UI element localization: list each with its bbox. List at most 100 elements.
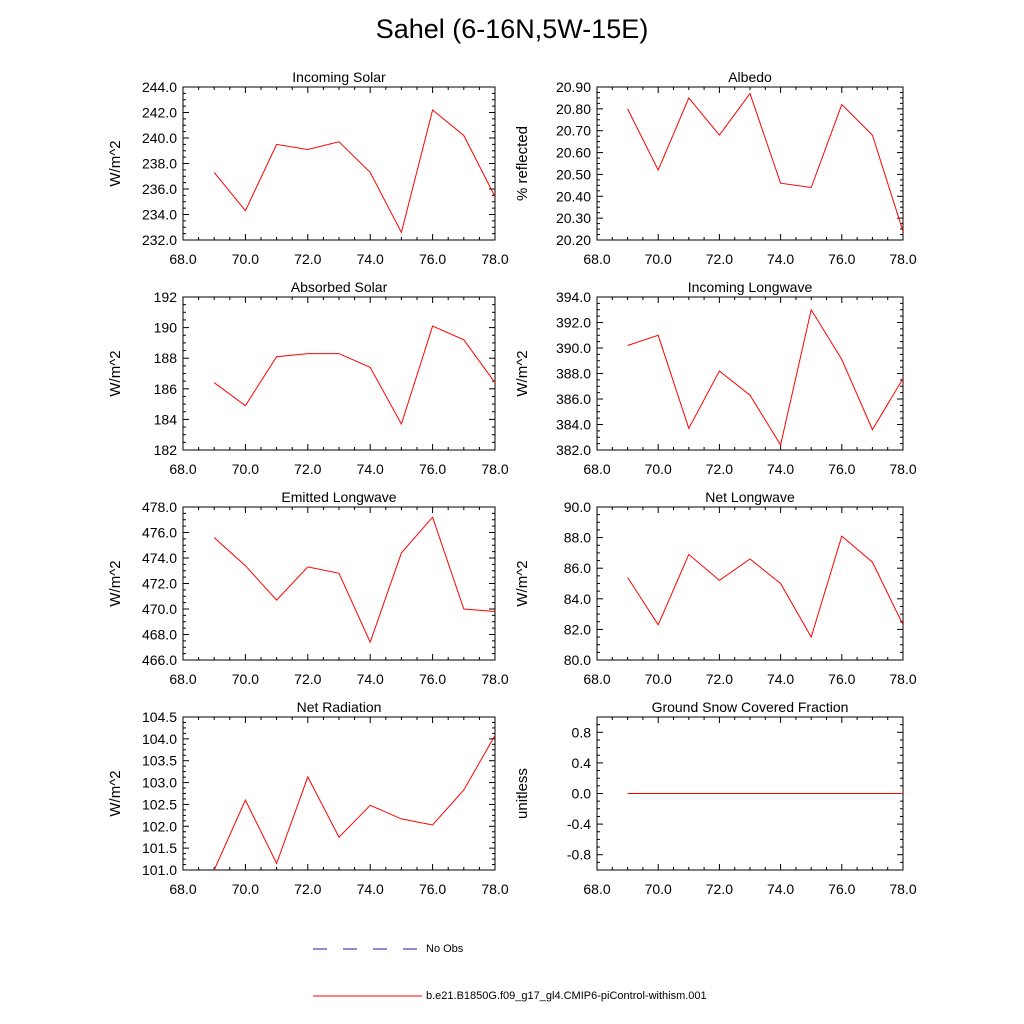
- panel-2-ylabel: % reflected: [514, 126, 531, 201]
- panel-7-xtick-label: 72.0: [294, 881, 321, 897]
- figure-title: Sahel (6-16N,5W-15E): [375, 14, 649, 44]
- panel-6-frame: [596, 506, 904, 661]
- panel-5-xtick-label: 70.0: [232, 671, 259, 687]
- panel-1-xtick-label: 76.0: [419, 251, 446, 267]
- panel-7-series-line: [213, 735, 495, 870]
- panel-5-ytick-label: 478.0: [142, 499, 177, 515]
- panel-2-xtick-label: 68.0: [583, 251, 610, 267]
- panel-5-xtick-label: 74.0: [357, 671, 384, 687]
- panel-5-ytick-label: 466.0: [142, 652, 177, 668]
- panel-5-title: Emitted Longwave: [281, 489, 396, 505]
- panel-7-ytick-label: 103.5: [142, 753, 177, 769]
- panel-7-ytick-label: 103.0: [142, 775, 177, 791]
- panel-2-title: Albedo: [728, 69, 772, 85]
- panel-4-ytick-label: 388.0: [556, 366, 591, 382]
- panel-4-ytick-label: 384.0: [556, 417, 591, 433]
- panel-5-ytick-label: 468.0: [142, 627, 177, 643]
- panel-8-ytick-label: 0.4: [572, 755, 592, 771]
- panel-4-xtick-label: 72.0: [706, 461, 733, 477]
- panel-1-xtick-label: 72.0: [294, 251, 321, 267]
- panel-6-ytick-label: 86.0: [564, 560, 591, 576]
- panel-3-frame: [182, 296, 496, 451]
- panel-6-xtick-label: 76.0: [828, 671, 855, 687]
- panel-5-ytick-label: 476.0: [142, 525, 177, 541]
- panel-1-ytick-label: 244.0: [142, 79, 177, 95]
- panel-8-xtick-label: 72.0: [706, 881, 733, 897]
- panel-3-ytick-label: 182: [154, 442, 178, 458]
- panel-6-ytick-label: 82.0: [564, 621, 591, 637]
- panel-4-xtick-label: 70.0: [645, 461, 672, 477]
- panel-3-xtick-label: 76.0: [419, 461, 446, 477]
- panel-5-ytick-label: 474.0: [142, 550, 177, 566]
- panel-4-frame: [596, 296, 904, 451]
- panel-4-ytick-label: 382.0: [556, 442, 591, 458]
- panel-3-xtick-label: 70.0: [232, 461, 259, 477]
- panel-3-xtick-label: 68.0: [169, 461, 196, 477]
- panel-5-frame: [182, 506, 496, 661]
- panel-1-ytick-label: 232.0: [142, 232, 177, 248]
- panel-8-ytick-label: -0.4: [567, 816, 591, 832]
- panel-5-xtick-label: 72.0: [294, 671, 321, 687]
- panel-7-ylabel: W/m^2: [107, 770, 124, 816]
- panel-1-ylabel: W/m^2: [107, 140, 124, 186]
- panel-7-xtick-label: 76.0: [419, 881, 446, 897]
- panel-3-ytick-label: 184: [154, 411, 178, 427]
- panel-2-ytick-label: 20.40: [556, 188, 591, 204]
- panel-2-xtick-label: 72.0: [706, 251, 733, 267]
- panel-5-ylabel: W/m^2: [107, 560, 124, 606]
- panel-2-ytick-label: 20.70: [556, 123, 591, 139]
- panel-1-ytick-label: 234.0: [142, 207, 177, 223]
- panel-8-ytick-label: 0.0: [572, 786, 592, 802]
- panel-2-ytick-label: 20.20: [556, 232, 591, 248]
- panel-2-xtick-label: 74.0: [767, 251, 794, 267]
- panel-7-xtick-label: 78.0: [481, 881, 508, 897]
- panel-2-ytick-label: 20.80: [556, 101, 591, 117]
- panel-8-xtick-label: 76.0: [828, 881, 855, 897]
- panel-2-ytick-label: 20.90: [556, 79, 591, 95]
- panel-6-xtick-label: 68.0: [583, 671, 610, 687]
- panel-6-xtick-label: 78.0: [889, 671, 916, 687]
- panel-4-ylabel: W/m^2: [514, 350, 531, 396]
- panel-7-ytick-label: 102.5: [142, 796, 177, 812]
- panel-6-xtick-label: 74.0: [767, 671, 794, 687]
- panel-6-ytick-label: 88.0: [564, 530, 591, 546]
- panel-8-ytick-label: 0.8: [572, 724, 592, 740]
- panel-5-xtick-label: 68.0: [169, 671, 196, 687]
- panel-1-xtick-label: 78.0: [481, 251, 508, 267]
- panel-8-xtick-label: 68.0: [583, 881, 610, 897]
- panel-4-xtick-label: 78.0: [889, 461, 916, 477]
- panel-7-xtick-label: 68.0: [169, 881, 196, 897]
- panel-4-title: Incoming Longwave: [688, 279, 813, 295]
- panel-2-ytick-label: 20.60: [556, 145, 591, 161]
- panel-3-ylabel: W/m^2: [107, 350, 124, 396]
- panel-5-ytick-label: 472.0: [142, 576, 177, 592]
- panel-1-title: Incoming Solar: [292, 69, 386, 85]
- panel-6-ytick-label: 84.0: [564, 591, 591, 607]
- panel-5-xtick-label: 78.0: [481, 671, 508, 687]
- panel-8-xtick-label: 74.0: [767, 881, 794, 897]
- panel-7-ytick-label: 101.0: [142, 862, 177, 878]
- panel-1-xtick-label: 70.0: [232, 251, 259, 267]
- panel-3-title: Absorbed Solar: [291, 279, 388, 295]
- panel-1-frame: [182, 86, 496, 241]
- panel-2-xtick-label: 78.0: [889, 251, 916, 267]
- panel-4-ytick-label: 386.0: [556, 391, 591, 407]
- panel-3-xtick-label: 72.0: [294, 461, 321, 477]
- panel-7-ytick-label: 102.0: [142, 818, 177, 834]
- panel-1-xtick-label: 68.0: [169, 251, 196, 267]
- panel-4-xtick-label: 68.0: [583, 461, 610, 477]
- panel-8-ylabel: unitless: [514, 768, 531, 819]
- panel-2-xtick-label: 70.0: [645, 251, 672, 267]
- panel-1-ytick-label: 240.0: [142, 130, 177, 146]
- panel-4-xtick-label: 76.0: [828, 461, 855, 477]
- panel-1-ytick-label: 242.0: [142, 105, 177, 121]
- panel-6-ytick-label: 90.0: [564, 499, 591, 515]
- panel-3-series-line: [213, 325, 495, 426]
- panel-2-frame: [596, 86, 904, 241]
- panel-4-ytick-label: 390.0: [556, 340, 591, 356]
- panel-7-title: Net Radiation: [297, 699, 382, 715]
- panel-3-ytick-label: 188: [154, 350, 178, 366]
- panel-4-xtick-label: 74.0: [767, 461, 794, 477]
- panel-7-frame: [182, 716, 496, 871]
